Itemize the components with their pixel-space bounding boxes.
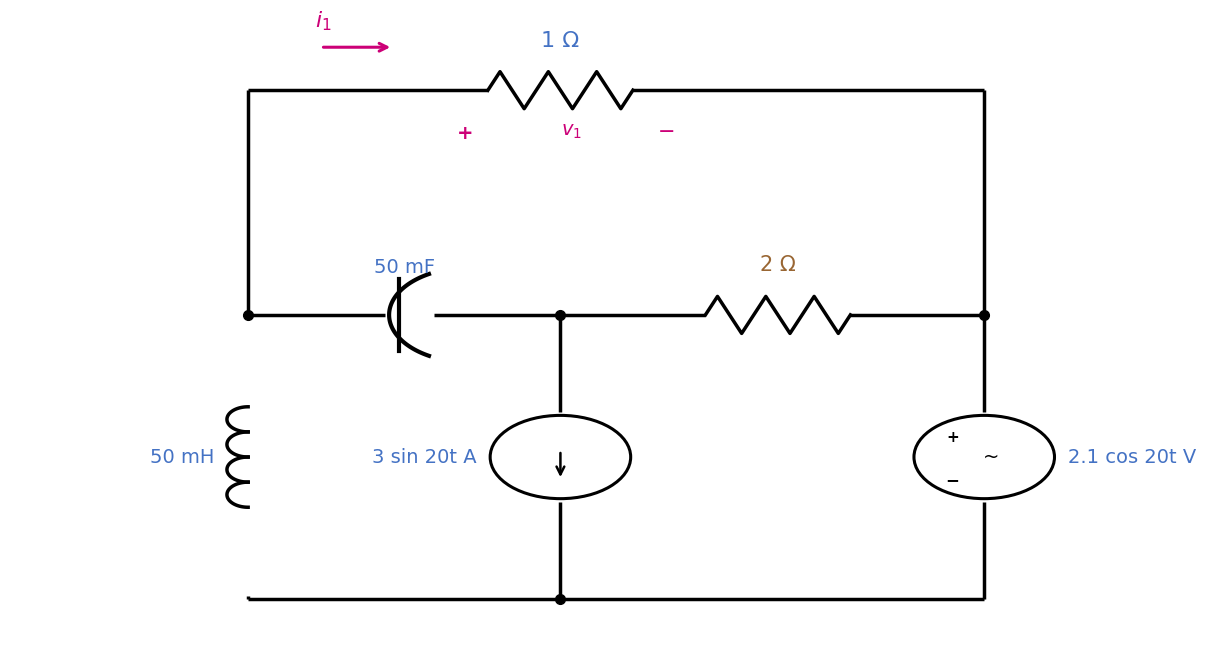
Text: −: − xyxy=(945,471,960,489)
Text: 2 Ω: 2 Ω xyxy=(760,255,795,275)
Text: $v_1$: $v_1$ xyxy=(561,122,582,142)
Text: −: − xyxy=(658,122,675,142)
Text: ~: ~ xyxy=(982,448,999,466)
Text: 50 mF: 50 mF xyxy=(374,258,435,277)
Text: +: + xyxy=(457,124,474,143)
Text: 50 mH: 50 mH xyxy=(151,448,215,466)
Text: 1 Ω: 1 Ω xyxy=(541,31,579,51)
Text: $i_1$: $i_1$ xyxy=(315,9,332,33)
Text: 3 sin 20t A: 3 sin 20t A xyxy=(372,448,477,466)
Text: 2.1 cos 20t V: 2.1 cos 20t V xyxy=(1068,448,1196,466)
Text: +: + xyxy=(946,430,960,444)
